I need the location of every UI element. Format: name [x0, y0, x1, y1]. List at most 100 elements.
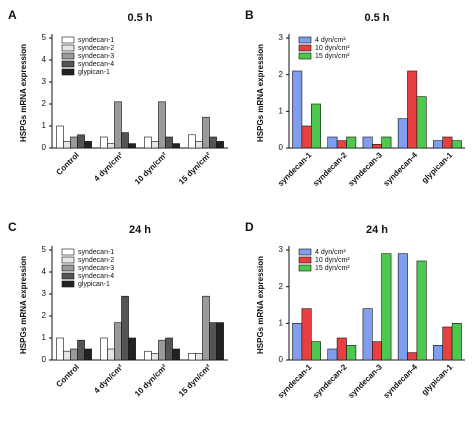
bar [310, 341, 321, 361]
y-tick-label: 0 [279, 355, 284, 364]
legend-swatch [61, 272, 75, 280]
y-tick-label: 4 [42, 55, 47, 64]
legend-swatch [298, 256, 312, 264]
legend-swatch [298, 264, 312, 272]
bar [416, 96, 427, 149]
y-tick-label: 5 [42, 33, 47, 42]
bar [63, 350, 71, 361]
y-tick-label: 3 [279, 245, 284, 254]
legend-swatch [61, 52, 75, 60]
bar [165, 337, 173, 361]
chart-title: 0.5 h [364, 12, 389, 24]
bar [407, 352, 418, 361]
x-tick-label: syndecan-1 [276, 150, 314, 188]
x-tick-label: syndecan-3 [346, 150, 384, 188]
bar [372, 144, 382, 149]
bar [336, 337, 347, 361]
x-tick-label: syndecan-3 [346, 362, 384, 400]
bar [195, 141, 203, 149]
bar [70, 348, 78, 361]
bar [151, 353, 159, 361]
y-tick-label: 0 [279, 143, 284, 152]
bar [433, 345, 444, 361]
legend-label: 4 dyn/cm² [315, 249, 346, 256]
bar [209, 136, 217, 149]
bar [451, 140, 462, 149]
bar [381, 136, 392, 149]
panel-letter: B [245, 8, 254, 22]
y-tick-label: 5 [42, 245, 47, 254]
legend-label: syndecan-4 [78, 273, 114, 280]
y-axis-label: HSPGs mRNA expression [256, 44, 265, 142]
bar [144, 350, 152, 361]
bar [451, 323, 462, 361]
x-tick-label: Control [54, 151, 80, 177]
chart-title: 24 h [129, 224, 151, 236]
legend-label: 4 dyn/cm² [315, 37, 346, 44]
legend-label: 10 dyn/cm² [315, 257, 350, 264]
legend-swatch [61, 36, 75, 44]
bar [84, 348, 92, 361]
bar [84, 141, 92, 149]
legend-swatch [298, 44, 312, 52]
x-tick-label: glypican-1 [420, 362, 455, 397]
y-tick-label: 0 [42, 355, 47, 364]
legend-swatch [61, 68, 75, 76]
bar [195, 353, 203, 361]
legend-swatch [61, 264, 75, 272]
chart-title: 24 h [366, 224, 388, 236]
bar [416, 260, 427, 361]
legend-swatch [298, 52, 312, 60]
bar [172, 348, 180, 361]
bar [165, 136, 173, 149]
y-tick-label: 2 [279, 282, 284, 291]
legend-swatch [61, 44, 75, 52]
y-tick-label: 3 [42, 77, 47, 86]
bar [144, 136, 152, 149]
legend-swatch [61, 248, 75, 256]
bar [128, 143, 136, 149]
bar [407, 70, 418, 149]
bar [56, 125, 64, 149]
y-tick-label: 2 [42, 311, 47, 320]
x-tick-label: glypican-1 [420, 150, 455, 185]
bar [327, 348, 338, 361]
legend-label: syndecan-2 [78, 257, 114, 264]
legend-swatch [61, 60, 75, 68]
bar [114, 101, 122, 149]
bar [346, 136, 357, 149]
x-tick-label: syndecan-4 [382, 150, 420, 188]
y-tick-label: 4 [42, 267, 47, 276]
bar [100, 136, 108, 149]
bar [292, 323, 303, 361]
x-tick-label: syndecan-2 [311, 362, 349, 400]
bar [292, 70, 303, 149]
bar [216, 141, 224, 149]
y-tick-label: 1 [279, 318, 284, 327]
x-tick-label: 10 dyn/cm² [133, 362, 169, 398]
bar [372, 341, 382, 361]
bar [310, 103, 321, 149]
x-tick-label: 15 dyn/cm² [177, 362, 213, 398]
bar [56, 337, 64, 361]
bar [188, 134, 196, 149]
legend-label: syndecan-3 [78, 265, 114, 272]
legend-label: syndecan-1 [78, 249, 114, 256]
bar [188, 353, 196, 361]
y-tick-label: 2 [279, 70, 284, 79]
legend-label: syndecan-2 [78, 45, 114, 52]
x-tick-label: syndecan-1 [276, 362, 314, 400]
legend-swatch [61, 280, 75, 288]
legend-label: syndecan-1 [78, 37, 114, 44]
bar [70, 136, 78, 149]
bar [107, 348, 115, 361]
legend-label: glypican-1 [78, 281, 110, 288]
x-tick-label: 4 dyn/cm² [92, 150, 125, 183]
bar [216, 322, 224, 361]
x-tick-label: Control [54, 363, 80, 389]
bar [397, 118, 408, 149]
bar [346, 345, 357, 361]
bar [158, 101, 166, 149]
panel-letter: A [8, 8, 17, 22]
bar [442, 326, 453, 361]
